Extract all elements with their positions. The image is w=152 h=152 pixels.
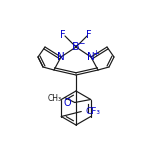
Text: O: O bbox=[64, 97, 72, 107]
Text: F: F bbox=[86, 30, 92, 40]
Text: CH₃: CH₃ bbox=[48, 94, 62, 103]
Text: F: F bbox=[60, 30, 66, 40]
Text: +: + bbox=[93, 48, 99, 57]
Text: B: B bbox=[72, 42, 80, 52]
Text: N: N bbox=[57, 52, 65, 62]
Text: N: N bbox=[87, 52, 95, 62]
Text: −: − bbox=[77, 38, 85, 47]
Text: CF₃: CF₃ bbox=[86, 107, 101, 116]
